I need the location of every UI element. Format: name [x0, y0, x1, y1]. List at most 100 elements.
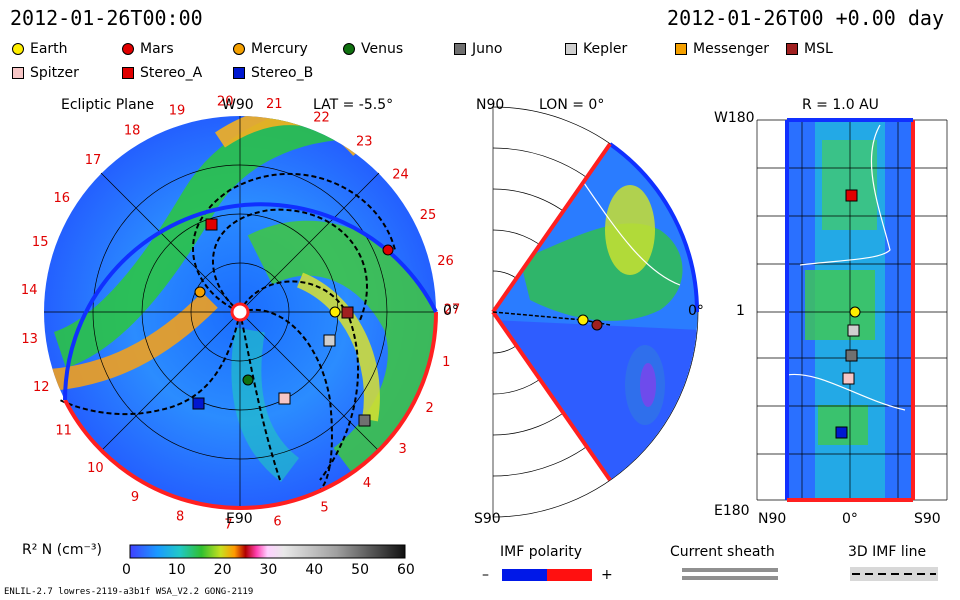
- ecliptic-e90-label: E90: [226, 511, 253, 527]
- radial-n90-label: N90: [758, 511, 787, 527]
- legend-label: Juno: [472, 41, 503, 57]
- carrington-label: 18: [124, 124, 141, 139]
- imf-polarity-title: IMF polarity: [500, 544, 583, 560]
- carrington-label: 3: [398, 442, 406, 457]
- carrington-label: 11: [55, 424, 72, 439]
- legend-label: Stereo_A: [140, 65, 203, 81]
- ecliptic-lat-label: LAT = -5.5°: [313, 97, 394, 113]
- legend-item-messenger: Messenger: [675, 40, 769, 58]
- ecliptic-title: Ecliptic Plane: [61, 97, 155, 113]
- legend-label: Spitzer: [30, 65, 79, 81]
- legend-item-earth: Earth: [12, 40, 68, 58]
- colorbar-tick-label: 0: [122, 562, 131, 578]
- legend-label: Messenger: [693, 41, 770, 57]
- juno-marker: [358, 414, 371, 427]
- carrington-label: 7: [224, 518, 232, 533]
- current-sheath-swatch: [682, 568, 778, 580]
- carrington-label: 13: [21, 332, 38, 347]
- meridional-zero-label: 0°: [688, 303, 704, 319]
- meridional-lon-label: LON = 0°: [539, 97, 605, 113]
- square-marker-icon: [675, 43, 687, 55]
- msl-marker: [341, 306, 354, 319]
- radial-w180-label: W180: [714, 110, 755, 126]
- date-left: 2012-01-26T00:00: [10, 6, 203, 30]
- ecliptic-zero-label: 0°: [443, 303, 459, 319]
- circle-marker-icon: [12, 43, 24, 55]
- colorbar-tick-label: 60: [397, 562, 415, 578]
- meridional-plane-plot: [491, 106, 700, 518]
- radial-e180-label: E180: [714, 503, 750, 519]
- square-marker-icon: [12, 67, 24, 79]
- carrington-label: 5: [320, 500, 328, 515]
- current-sheath-title: Current sheath: [670, 544, 775, 560]
- legend-label: Mercury: [251, 41, 308, 57]
- carrington-label: 15: [32, 235, 49, 250]
- circle-marker-icon: [122, 43, 134, 55]
- meridional-n90-label: N90: [476, 97, 505, 113]
- earth-marker: [329, 306, 341, 318]
- square-marker-icon: [122, 67, 134, 79]
- radial-zero-label: 0°: [842, 511, 858, 527]
- carrington-label: 16: [54, 191, 71, 206]
- model-footer: ENLIL-2.7 lowres-2119-a3b1f WSA_V2.2 GON…: [4, 587, 254, 597]
- date-right: 2012-01-26T00 +0.00 day: [667, 6, 944, 30]
- colorbar-tick-label: 20: [213, 562, 232, 578]
- mars-marker: [382, 244, 394, 256]
- square-marker-icon: [454, 43, 466, 55]
- radial-s90-label: S90: [914, 511, 941, 527]
- carrington-label: 2: [425, 401, 433, 416]
- square-marker-icon: [565, 43, 577, 55]
- colorbar-tick-label: 10: [167, 562, 186, 578]
- legend-item-mars: Mars: [122, 40, 174, 58]
- radial-surface-plot: [756, 118, 948, 502]
- circle-marker-icon: [343, 43, 355, 55]
- radial-r-label: R = 1.0 AU: [802, 97, 879, 113]
- legend-item-kepler: Kepler: [565, 40, 627, 58]
- carrington-label: 4: [363, 476, 371, 491]
- stereo-b-marker: [192, 397, 205, 410]
- colorbar-tick-label: 50: [351, 562, 369, 578]
- carrington-label: 19: [169, 104, 186, 119]
- carrington-label: 25: [420, 208, 437, 223]
- carrington-label: 12: [33, 380, 50, 395]
- square-marker-icon: [786, 43, 798, 55]
- carrington-label: 27: [444, 303, 461, 318]
- carrington-label: 23: [356, 134, 373, 149]
- venus-marker: [242, 374, 254, 386]
- carrington-label: 1: [442, 355, 450, 370]
- square-marker-icon: [233, 67, 245, 79]
- carrington-label: 21: [266, 97, 283, 112]
- carrington-label: 14: [21, 283, 38, 298]
- imf-positive-swatch: [547, 569, 592, 581]
- legend-item-stereo-a: Stereo_A: [122, 64, 202, 82]
- spitzer-marker: [278, 392, 291, 405]
- legend-item-juno: Juno: [454, 40, 502, 58]
- legend-item-mercury: Mercury: [233, 40, 308, 58]
- legend-item-msl: MSL: [786, 40, 833, 58]
- imf-plus-label: +: [601, 567, 613, 583]
- imf-negative-swatch: [502, 569, 547, 581]
- imf-line-title: 3D IMF line: [848, 544, 927, 560]
- ecliptic-w90-label: W90: [222, 97, 254, 113]
- carrington-label: 8: [176, 509, 184, 524]
- legend-label: MSL: [804, 41, 833, 57]
- colorbar-tick-label: 30: [259, 562, 278, 578]
- density-colorbar: [129, 544, 406, 559]
- imf-line-swatch: [850, 567, 938, 581]
- carrington-label: 20: [217, 95, 234, 110]
- legend-item-venus: Venus: [343, 40, 403, 58]
- circle-marker-icon: [233, 43, 245, 55]
- carrington-label: 22: [313, 110, 330, 125]
- carrington-label: 24: [392, 168, 409, 183]
- carrington-label: 17: [85, 153, 102, 168]
- carrington-label: 9: [131, 490, 139, 505]
- carrington-label: 6: [273, 515, 281, 530]
- legend-label: Venus: [361, 41, 404, 57]
- legend-item-spitzer: Spitzer: [12, 64, 79, 82]
- mercury-marker: [194, 286, 206, 298]
- legend-label: Kepler: [583, 41, 628, 57]
- kepler-marker: [323, 334, 336, 347]
- carrington-label: 10: [87, 461, 104, 476]
